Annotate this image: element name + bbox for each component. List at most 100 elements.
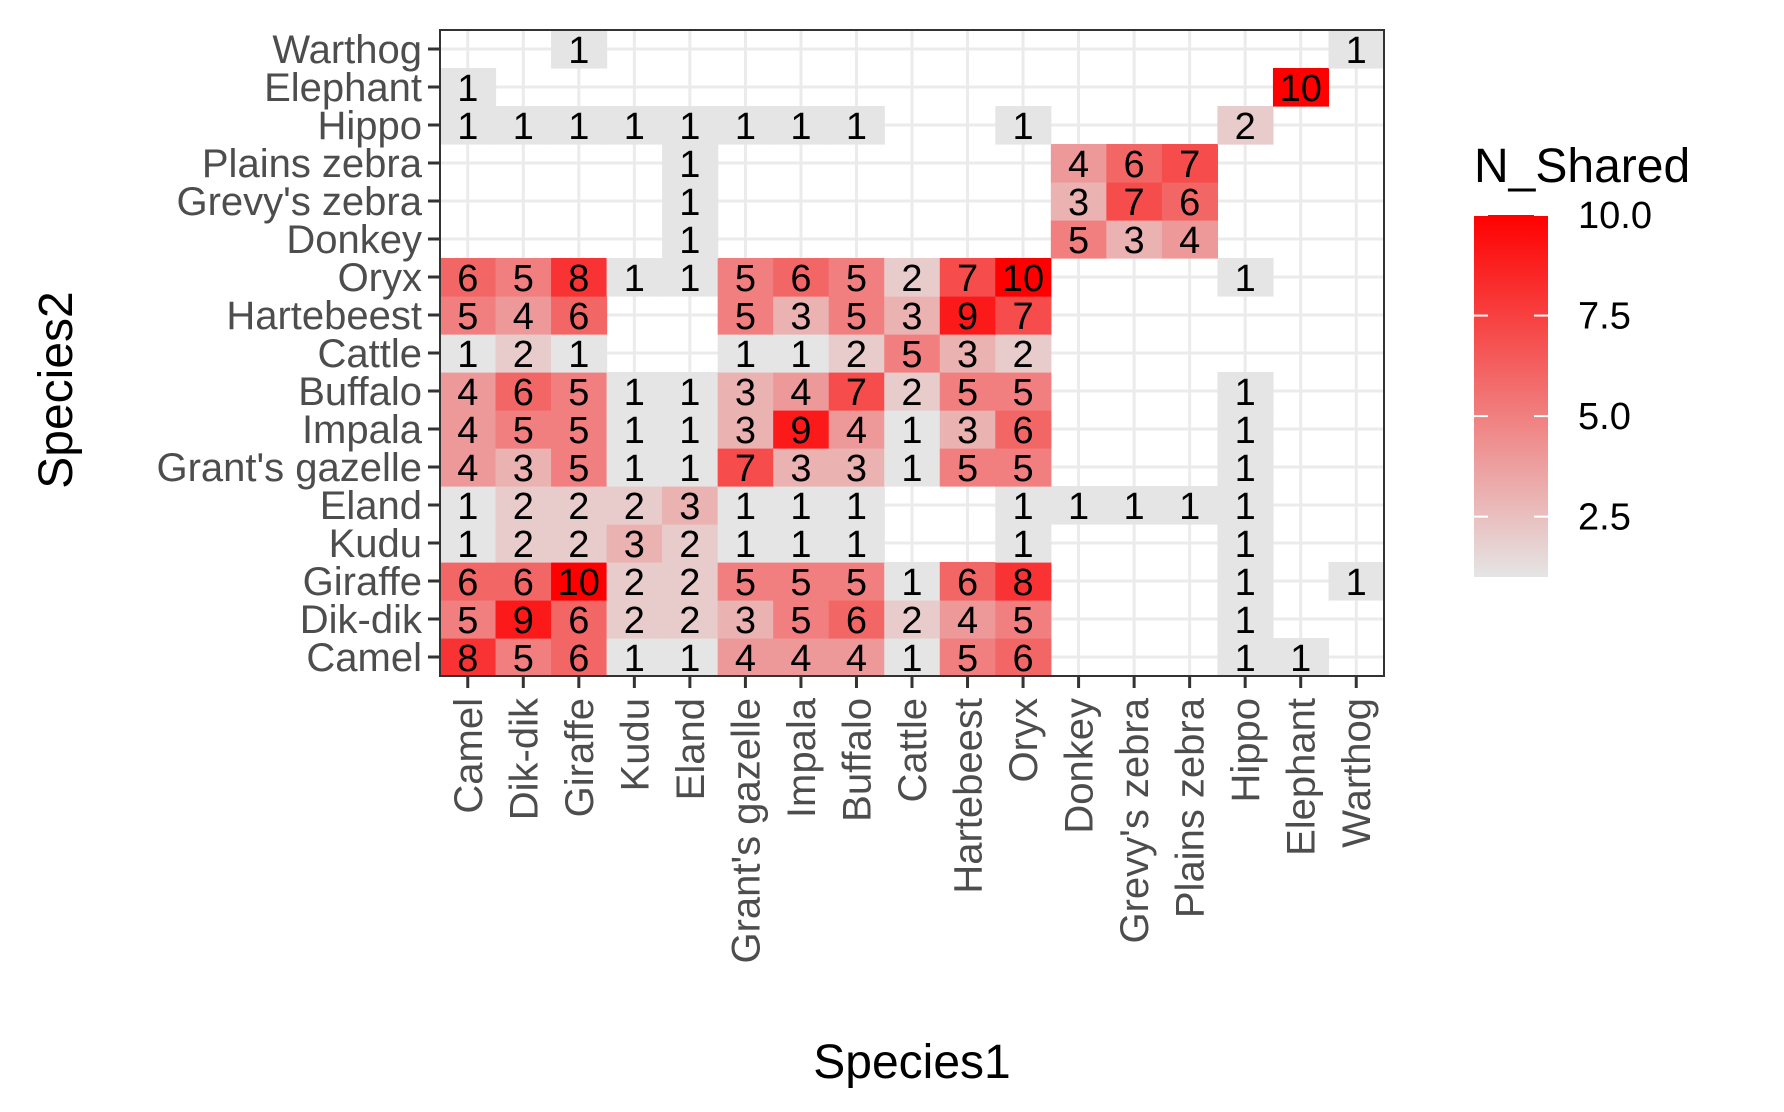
cell-cattle-oryx	[884, 258, 941, 297]
cell-label-kudu-dik-dik: 2	[624, 600, 645, 642]
cell-label-hippo-buffalo: 1	[1235, 372, 1256, 414]
y-tick-label-donkey: Donkey	[286, 218, 422, 262]
x-tick-label-elephant: Elephant	[1280, 698, 1324, 856]
cell-impala-impala	[773, 410, 830, 449]
cell-label-hartebeest-giraffe: 6	[957, 562, 978, 604]
cell-label-kudu-impala: 1	[624, 410, 645, 452]
cell-label-buffalo-dik-dik: 6	[846, 600, 867, 642]
cell-label-camel-elephant: 1	[457, 68, 478, 110]
legend: N_Shared 2.5 5.0 7.5 10.0	[1474, 140, 1690, 577]
cell-label-camel-camel: 8	[457, 638, 478, 680]
cell-label-kudu-camel: 1	[624, 638, 645, 680]
y-tick-label-elephant: Elephant	[264, 66, 422, 110]
cell-oryx-grant-s-gazelle	[995, 448, 1052, 487]
cell-dik-dik-hartebeest	[495, 296, 552, 335]
y-tick-label-warthog: Warthog	[272, 28, 422, 72]
cell-label-giraffe-camel: 6	[568, 638, 589, 680]
cell-label-hippo-impala: 1	[1235, 410, 1256, 452]
cell-label-hippo-eland: 1	[1235, 486, 1256, 528]
cell-label-giraffe-hippo: 1	[568, 106, 589, 148]
cell-camel-impala	[440, 410, 497, 449]
cell-label-kudu-kudu: 3	[624, 524, 645, 566]
cell-camel-kudu	[440, 524, 497, 563]
cell-label-grant-s-gazelle-giraffe: 5	[735, 562, 756, 604]
cell-oryx-buffalo	[995, 372, 1052, 411]
cell-label-buffalo-impala: 4	[846, 410, 867, 452]
cell-label-dik-dik-hartebeest: 4	[513, 296, 534, 338]
cell-hippo-eland	[1217, 486, 1274, 525]
cell-label-hippo-giraffe: 1	[1235, 562, 1256, 604]
cell-label-hartebeest-cattle: 3	[957, 334, 978, 376]
cell-label-kudu-giraffe: 2	[624, 562, 645, 604]
cell-label-eland-grant-s-gazelle: 1	[679, 448, 700, 490]
cell-label-giraffe-warthog: 1	[568, 30, 589, 72]
cell-label-eland-eland: 3	[679, 486, 700, 528]
cell-buffalo-hartebeest	[828, 296, 885, 335]
cell-label-grant-s-gazelle-buffalo: 3	[735, 372, 756, 414]
cell-label-grant-s-gazelle-hippo: 1	[735, 106, 756, 148]
cell-grant-s-gazelle-buffalo	[717, 372, 774, 411]
legend-tick-label: 10.0	[1578, 195, 1652, 237]
cell-label-giraffe-giraffe: 10	[558, 562, 600, 604]
cell-label-oryx-oryx: 10	[1002, 258, 1044, 300]
cell-label-hippo-kudu: 1	[1235, 524, 1256, 566]
cell-label-oryx-giraffe: 8	[1012, 562, 1033, 604]
cell-eland-camel	[662, 638, 719, 677]
cell-buffalo-kudu	[828, 524, 885, 563]
cell-cattle-giraffe	[884, 562, 941, 601]
cell-impala-cattle	[773, 334, 830, 373]
cell-cattle-hartebeest	[884, 296, 941, 335]
cell-label-eland-dik-dik: 2	[679, 600, 700, 642]
x-tick-label-dik-dik: Dik-dik	[502, 697, 546, 820]
cell-grevy-s-zebra-plains-zebra	[1106, 144, 1163, 183]
y-tick-label-hippo: Hippo	[317, 104, 422, 148]
cell-label-dik-dik-grant-s-gazelle: 3	[513, 448, 534, 490]
cell-label-buffalo-grant-s-gazelle: 3	[846, 448, 867, 490]
cell-label-giraffe-kudu: 2	[568, 524, 589, 566]
cell-label-oryx-cattle: 2	[1012, 334, 1033, 376]
cell-oryx-dik-dik	[995, 600, 1052, 639]
cell-grant-s-gazelle-camel	[717, 638, 774, 677]
y-tick-label-camel: Camel	[306, 636, 422, 680]
cell-dik-dik-kudu	[495, 524, 552, 563]
cell-label-giraffe-impala: 5	[568, 410, 589, 452]
cell-giraffe-warthog	[551, 30, 608, 69]
cell-label-impala-cattle: 1	[790, 334, 811, 376]
cell-label-cattle-cattle: 5	[901, 334, 922, 376]
legend-tick-label: 7.5	[1578, 296, 1631, 338]
cell-label-camel-kudu: 1	[457, 524, 478, 566]
cell-label-giraffe-hartebeest: 6	[568, 296, 589, 338]
cell-hartebeest-cattle	[939, 334, 996, 373]
cell-eland-grevy-s-zebra	[662, 182, 719, 221]
cell-label-giraffe-grant-s-gazelle: 5	[568, 448, 589, 490]
cell-label-elephant-camel: 1	[1290, 638, 1311, 680]
cell-label-plains-zebra-eland: 1	[1179, 486, 1200, 528]
cell-label-plains-zebra-plains-zebra: 7	[1179, 144, 1200, 186]
cell-label-oryx-hartebeest: 7	[1012, 296, 1033, 338]
cell-kudu-giraffe	[606, 562, 663, 601]
cell-hippo-hippo	[1217, 106, 1274, 145]
cell-label-eland-hippo: 1	[679, 106, 700, 148]
cell-giraffe-giraffe	[551, 562, 608, 601]
cell-label-dik-dik-oryx: 5	[513, 258, 534, 300]
cell-hippo-impala	[1217, 410, 1274, 449]
cell-camel-camel	[440, 638, 497, 677]
cell-label-grant-s-gazelle-camel: 4	[735, 638, 756, 680]
y-tick-label-hartebeest: Hartebeest	[226, 294, 422, 338]
cell-label-kudu-eland: 2	[624, 486, 645, 528]
cell-plains-zebra-donkey	[1161, 220, 1219, 259]
cell-eland-giraffe	[662, 562, 719, 601]
cell-label-eland-impala: 1	[679, 410, 700, 452]
cell-kudu-grant-s-gazelle	[606, 448, 663, 487]
cell-plains-zebra-eland	[1161, 486, 1219, 525]
cell-label-oryx-kudu: 1	[1012, 524, 1033, 566]
cell-label-grant-s-gazelle-impala: 3	[735, 410, 756, 452]
cell-label-hartebeest-dik-dik: 4	[957, 600, 978, 642]
cell-kudu-eland	[606, 486, 663, 525]
cell-cattle-cattle	[884, 334, 941, 373]
x-tick-label-plains-zebra: Plains zebra	[1169, 697, 1213, 918]
cell-kudu-hippo	[606, 106, 663, 145]
cell-dik-dik-dik-dik	[495, 600, 552, 639]
cell-hippo-camel	[1217, 638, 1274, 677]
cell-label-buffalo-hartebeest: 5	[846, 296, 867, 338]
